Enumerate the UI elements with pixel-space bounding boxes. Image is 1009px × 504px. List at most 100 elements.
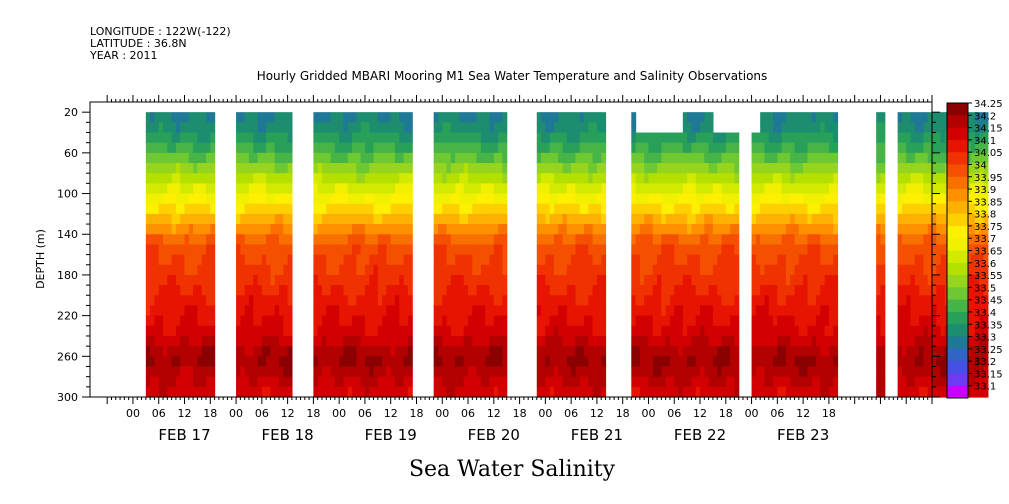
data-cell bbox=[205, 234, 211, 246]
data-cell bbox=[536, 325, 542, 337]
data-cell bbox=[356, 213, 362, 225]
data-cell bbox=[536, 213, 542, 225]
data-cell bbox=[442, 224, 448, 235]
data-cell bbox=[377, 386, 383, 398]
data-cell bbox=[811, 264, 817, 276]
data-cell bbox=[820, 274, 826, 286]
data-cell bbox=[274, 163, 280, 174]
data-cell bbox=[545, 325, 551, 337]
data-cell bbox=[648, 224, 654, 235]
data-cell bbox=[210, 295, 216, 307]
data-cell bbox=[330, 244, 336, 256]
data-cell bbox=[175, 285, 181, 296]
data-cell bbox=[790, 376, 796, 388]
data-cell bbox=[927, 173, 933, 184]
data-cell bbox=[193, 183, 198, 195]
data-cell bbox=[923, 305, 929, 317]
data-cell bbox=[901, 315, 907, 327]
data-cell bbox=[669, 366, 675, 378]
data-cell bbox=[824, 264, 830, 276]
data-cell bbox=[163, 325, 168, 337]
data-cell bbox=[876, 305, 882, 317]
data-cell bbox=[635, 224, 641, 235]
data-cell bbox=[919, 325, 925, 337]
data-cell bbox=[910, 315, 916, 327]
data-cell bbox=[652, 366, 658, 378]
data-cell bbox=[210, 193, 216, 205]
data-cell bbox=[545, 366, 551, 378]
data-cell bbox=[240, 183, 246, 195]
data-cell bbox=[571, 274, 577, 286]
data-cell bbox=[274, 203, 280, 215]
data-cell bbox=[188, 112, 194, 123]
data-cell bbox=[730, 173, 735, 184]
data-cell bbox=[648, 244, 654, 256]
data-cell bbox=[399, 142, 405, 154]
data-cell bbox=[820, 315, 826, 327]
data-cell bbox=[175, 254, 181, 266]
data-cell bbox=[446, 325, 452, 337]
data-cell bbox=[657, 173, 662, 184]
data-cell bbox=[283, 325, 289, 337]
data-cell bbox=[377, 142, 383, 154]
data-cell bbox=[317, 335, 323, 347]
data-cell bbox=[927, 295, 933, 307]
data-cell bbox=[910, 295, 916, 307]
data-cell bbox=[446, 224, 452, 235]
data-cell bbox=[313, 346, 319, 357]
data-cell bbox=[403, 173, 409, 184]
data-cell bbox=[360, 234, 366, 246]
data-cell bbox=[725, 183, 731, 195]
data-cell bbox=[970, 325, 976, 337]
data-cell bbox=[974, 295, 980, 307]
data-cell bbox=[704, 173, 710, 184]
data-cell bbox=[347, 244, 353, 256]
data-cell bbox=[828, 346, 834, 357]
data-cell bbox=[970, 366, 976, 378]
data-cell bbox=[369, 325, 375, 337]
data-cell bbox=[562, 335, 568, 347]
data-cell bbox=[798, 254, 804, 266]
data-cell bbox=[897, 346, 903, 357]
data-cell bbox=[919, 132, 925, 144]
data-cell bbox=[377, 152, 383, 164]
data-cell bbox=[360, 112, 366, 123]
data-cell bbox=[395, 234, 400, 246]
data-cell bbox=[317, 244, 323, 256]
data-cell bbox=[446, 183, 452, 195]
data-cell bbox=[940, 224, 946, 235]
data-cell bbox=[983, 112, 989, 123]
data-cell bbox=[145, 305, 151, 317]
data-cell bbox=[566, 173, 572, 184]
data-cell bbox=[330, 173, 336, 184]
data-cell bbox=[386, 173, 392, 184]
data-cell bbox=[446, 356, 452, 368]
data-cell bbox=[828, 183, 834, 195]
data-cell bbox=[330, 132, 336, 144]
data-cell bbox=[446, 376, 452, 388]
data-cell bbox=[682, 224, 688, 235]
data-cell bbox=[279, 193, 284, 205]
data-cell bbox=[541, 132, 546, 144]
data-cell bbox=[266, 142, 272, 154]
data-cell bbox=[936, 163, 942, 174]
data-cell bbox=[876, 122, 882, 134]
data-cell bbox=[257, 366, 263, 378]
data-cell bbox=[755, 132, 761, 144]
data-cell bbox=[760, 315, 766, 327]
data-cell bbox=[502, 132, 508, 144]
data-segment bbox=[751, 112, 839, 398]
data-cell bbox=[407, 376, 413, 388]
data-cell bbox=[210, 335, 216, 347]
data-cell bbox=[480, 254, 486, 266]
data-cell bbox=[781, 356, 787, 368]
data-cell bbox=[201, 234, 207, 246]
data-cell bbox=[197, 264, 203, 276]
data-cell bbox=[665, 163, 671, 174]
data-cell bbox=[880, 305, 886, 317]
data-cell bbox=[287, 163, 293, 174]
data-cell bbox=[382, 193, 388, 205]
data-cell bbox=[558, 142, 564, 154]
data-cell bbox=[261, 132, 267, 144]
data-cell bbox=[558, 183, 564, 195]
